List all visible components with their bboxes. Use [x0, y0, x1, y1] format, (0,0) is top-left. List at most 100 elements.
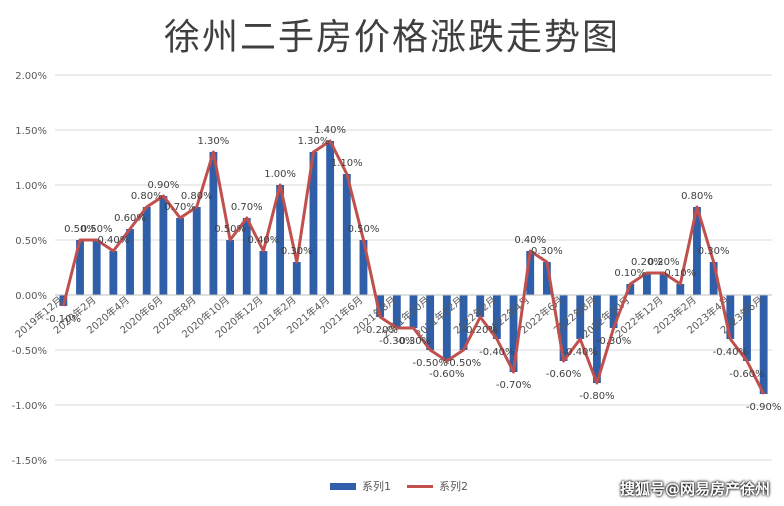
y-tick-label: -1.50% — [12, 456, 47, 467]
bar — [442, 295, 451, 361]
bar — [526, 251, 535, 295]
bar — [192, 207, 201, 295]
bar — [676, 284, 685, 295]
data-label: -0.30% — [396, 336, 431, 347]
bar — [726, 295, 735, 339]
bar — [542, 262, 551, 295]
bar — [559, 295, 568, 361]
bar — [242, 218, 251, 295]
data-label: -0.40% — [563, 347, 598, 358]
legend-bar-swatch — [330, 482, 356, 490]
y-tick-label: 1.00% — [15, 181, 47, 192]
bar — [659, 273, 668, 295]
y-tick-label: 0.50% — [15, 236, 47, 247]
data-label: 0.90% — [147, 180, 179, 191]
chart-title: 徐州二手房价格涨跌走势图 — [163, 17, 620, 58]
bar — [226, 240, 234, 295]
data-label: 0.10% — [664, 268, 696, 279]
data-label: 1.30% — [198, 136, 230, 147]
data-label: 0.80% — [681, 191, 713, 202]
bar — [76, 240, 84, 295]
bar — [309, 152, 318, 295]
data-label: -0.60% — [729, 369, 764, 380]
data-label: 0.10% — [614, 268, 646, 279]
bar — [626, 284, 635, 295]
data-label: 1.30% — [298, 136, 330, 147]
bar — [693, 207, 701, 295]
bar — [292, 262, 301, 295]
data-label: 0.50% — [214, 224, 246, 235]
bar — [409, 295, 418, 328]
bar — [459, 295, 468, 350]
bar — [276, 185, 285, 295]
data-label: -0.50% — [446, 358, 481, 369]
y-tick-label: 2.00% — [15, 71, 47, 82]
bar — [492, 295, 501, 339]
data-label: 0.20% — [648, 257, 680, 268]
line-series — [61, 139, 766, 395]
y-tick-label: 1.50% — [15, 126, 47, 137]
y-tick-label: -1.00% — [12, 401, 47, 412]
bar — [593, 295, 601, 383]
gridlines — [55, 74, 772, 461]
data-labels: -0.10%0.50%0.50%0.40%0.60%0.80%0.90%0.70… — [46, 125, 782, 413]
data-label: -0.20% — [463, 325, 498, 336]
data-label: -0.40% — [479, 347, 514, 358]
bar — [159, 196, 168, 295]
data-label: 0.50% — [81, 224, 113, 235]
data-label: -0.30% — [596, 336, 631, 347]
legend-label-series1: 系列1 — [362, 480, 391, 493]
data-label: 0.30% — [531, 246, 563, 257]
data-label: 1.40% — [314, 125, 346, 136]
bar — [142, 207, 151, 295]
series-line — [61, 139, 766, 395]
bar — [743, 295, 751, 361]
data-label: -0.60% — [429, 369, 464, 380]
data-label: 1.00% — [264, 169, 296, 180]
data-label: -0.50% — [412, 358, 447, 369]
data-label: -0.40% — [713, 347, 748, 358]
bar — [643, 273, 651, 295]
data-label: -0.80% — [579, 391, 614, 402]
data-label: -0.20% — [362, 325, 397, 336]
bar — [176, 218, 184, 295]
data-label: 0.80% — [181, 191, 213, 202]
bar — [609, 295, 618, 328]
bar — [392, 295, 401, 328]
data-label: 1.10% — [331, 158, 363, 169]
bar — [259, 251, 268, 295]
data-label: -0.70% — [496, 380, 531, 391]
data-label: -0.90% — [746, 402, 781, 413]
bar — [342, 174, 351, 295]
bar — [709, 262, 718, 295]
bar — [126, 229, 134, 295]
y-tick-label: -0.50% — [12, 346, 47, 357]
data-label: 0.50% — [64, 224, 96, 235]
y-tick-label: 0.00% — [15, 291, 47, 302]
data-label: 0.50% — [348, 224, 380, 235]
bar — [509, 295, 518, 372]
bar — [759, 295, 768, 394]
bar — [92, 240, 101, 295]
bar — [359, 240, 368, 295]
data-label: 0.40% — [514, 235, 546, 246]
bar — [326, 141, 335, 295]
data-label: 0.30% — [698, 246, 730, 257]
legend-line-swatch — [407, 484, 433, 488]
bar-series — [59, 141, 768, 394]
bar — [109, 251, 118, 295]
data-label: -0.30% — [379, 336, 414, 347]
data-label: 0.20% — [631, 257, 663, 268]
data-label: 0.40% — [97, 235, 129, 246]
data-label: -0.10% — [46, 314, 81, 325]
legend: 系列1 系列2 — [330, 478, 468, 494]
bar — [476, 295, 485, 317]
data-label: 0.70% — [164, 202, 196, 213]
data-label: 0.70% — [231, 202, 263, 213]
bar — [426, 295, 435, 350]
data-label: 0.80% — [131, 191, 163, 202]
bar — [376, 295, 385, 317]
bar — [209, 152, 218, 295]
bar — [576, 295, 585, 339]
